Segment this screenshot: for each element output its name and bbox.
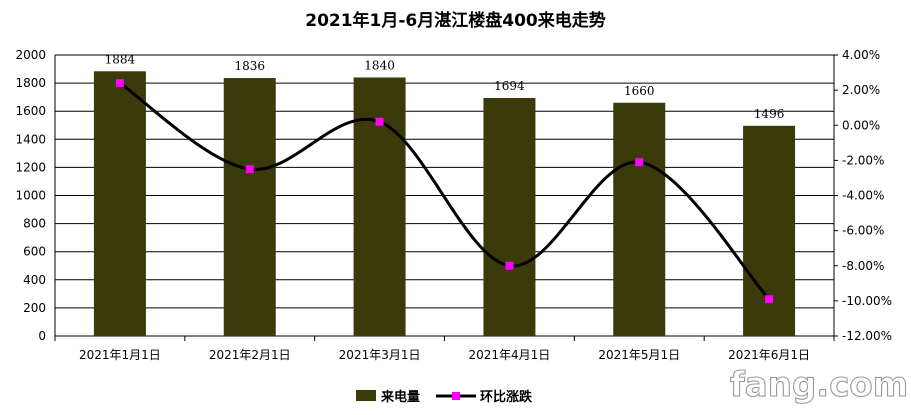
- y-right-tick-label: -8.00%: [842, 259, 884, 273]
- bar-value-label: 1840: [364, 58, 395, 72]
- x-tick-label: 2021年5月1日: [598, 348, 680, 362]
- line-point: [245, 165, 254, 174]
- bar: [223, 78, 276, 337]
- bar: [483, 97, 536, 336]
- line-point: [765, 295, 774, 304]
- bar-value-label: 1836: [234, 59, 265, 73]
- y-left-tick-label: 1400: [15, 132, 46, 146]
- y-left-tick-label: 1200: [15, 160, 46, 174]
- line-point: [505, 261, 514, 270]
- x-tick-label: 2021年4月1日: [469, 348, 551, 362]
- bar: [743, 125, 796, 336]
- y-right-tick-label: -10.00%: [842, 294, 892, 308]
- y-left-tick-label: 1600: [15, 104, 46, 118]
- legend-swatch-bar: [356, 390, 376, 401]
- y-left-tick-label: 800: [23, 217, 46, 231]
- line-point: [375, 117, 384, 126]
- y-left-tick-label: 200: [23, 301, 46, 315]
- y-left-tick-label: 2000: [15, 48, 46, 62]
- bar: [353, 77, 406, 336]
- y-left-tick-label: 0: [38, 329, 46, 343]
- bar-value-label: 1694: [494, 79, 525, 93]
- legend-swatch-marker: [452, 392, 460, 400]
- x-tick-label: 2021年1月1日: [79, 348, 161, 362]
- y-left-tick-label: 1800: [15, 76, 46, 90]
- y-left-tick-label: 400: [23, 273, 46, 287]
- y-left-tick-label: 600: [23, 245, 46, 259]
- y-right-tick-label: 0.00%: [842, 118, 880, 132]
- bar: [613, 102, 666, 337]
- legend-label-line: 环比涨跌: [480, 389, 533, 405]
- watermark-logo: fang.com: [730, 365, 908, 405]
- chart-title: 2021年1月-6月湛江楼盘400来电走势: [305, 11, 606, 31]
- line-series: [119, 81, 771, 301]
- bar-value-label: 1884: [105, 52, 136, 66]
- y-right-tick-label: -12.00%: [842, 329, 892, 343]
- y-right-tick-label: -6.00%: [842, 224, 884, 238]
- legend-label-bar: 来电量: [380, 389, 420, 405]
- y-right-tick-label: 4.00%: [842, 48, 880, 62]
- x-tick-label: 2021年2月1日: [209, 348, 291, 362]
- line-point: [115, 79, 124, 88]
- x-tick-label: 2021年6月1日: [728, 348, 810, 362]
- y-right-tick-label: -4.00%: [842, 189, 884, 203]
- y-left-tick-label: 1000: [15, 189, 46, 203]
- bar-value-label: 1660: [624, 84, 655, 98]
- bar: [93, 71, 146, 336]
- y-right-tick-label: 2.00%: [842, 83, 880, 97]
- y-right-tick-label: -2.00%: [842, 153, 884, 167]
- bar-value-label: 1496: [754, 107, 785, 121]
- x-tick-label: 2021年3月1日: [339, 348, 421, 362]
- line-point: [635, 158, 644, 167]
